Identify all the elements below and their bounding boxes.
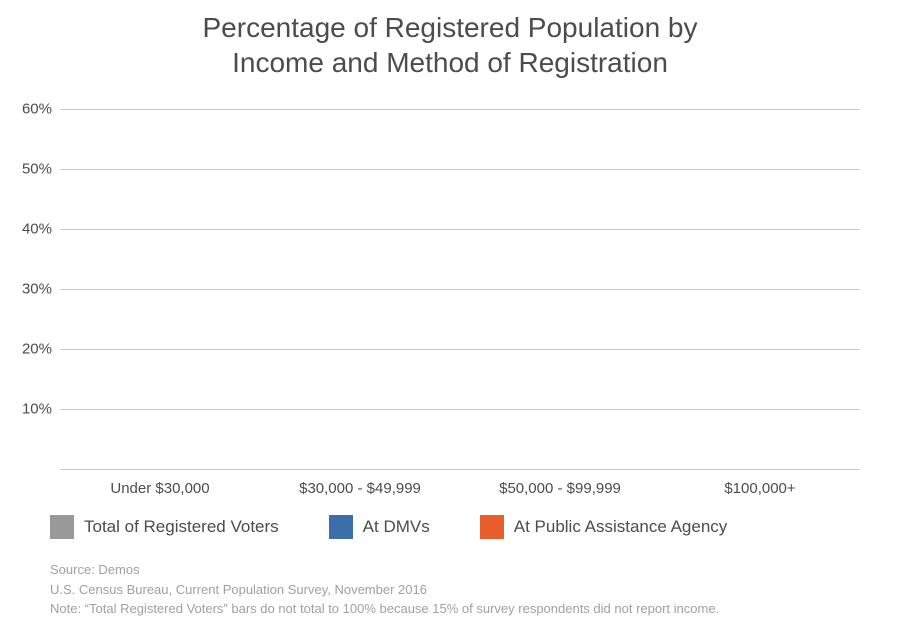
legend-swatch: [329, 515, 353, 539]
legend-label: At Public Assistance Agency: [514, 517, 728, 537]
legend-item: At DMVs: [329, 515, 430, 539]
legend-label: At DMVs: [363, 517, 430, 537]
bar-groups: Under $30,000$30,000 - $49,999$50,000 - …: [60, 110, 860, 470]
bar-group: $50,000 - $99,999: [460, 110, 660, 470]
note-source-detail: U.S. Census Bureau, Current Population S…: [50, 580, 719, 600]
chart-container: Percentage of Registered Population by I…: [0, 0, 900, 633]
y-tick-label: 30%: [22, 281, 60, 298]
y-tick-label: 20%: [22, 341, 60, 358]
y-tick-label: 60%: [22, 101, 60, 118]
legend-label: Total of Registered Voters: [84, 517, 279, 537]
category-label: $100,000+: [724, 470, 795, 497]
y-tick-label: 10%: [22, 401, 60, 418]
legend-item: At Public Assistance Agency: [480, 515, 728, 539]
legend-swatch: [50, 515, 74, 539]
legend-swatch: [480, 515, 504, 539]
note-source: Source: Demos: [50, 560, 719, 580]
bar-group: Under $30,000: [60, 110, 260, 470]
category-label: Under $30,000: [110, 470, 209, 497]
category-label: $50,000 - $99,999: [499, 470, 621, 497]
note-caveat: Note: “Total Registered Voters” bars do …: [50, 599, 719, 619]
y-tick-label: 50%: [22, 161, 60, 178]
plot-area: 0%10%20%30%40%50%60% Under $30,000$30,00…: [60, 110, 860, 470]
bar-group: $30,000 - $49,999: [260, 110, 460, 470]
chart-title: Percentage of Registered Population by I…: [170, 10, 730, 80]
legend: Total of Registered Voters At DMVs At Publ…: [50, 515, 727, 539]
y-tick-label: 40%: [22, 221, 60, 238]
bar-group: $100,000+: [660, 110, 860, 470]
legend-item: Total of Registered Voters: [50, 515, 279, 539]
category-label: $30,000 - $49,999: [299, 470, 421, 497]
chart-notes: Source: Demos U.S. Census Bureau, Curren…: [50, 560, 719, 619]
